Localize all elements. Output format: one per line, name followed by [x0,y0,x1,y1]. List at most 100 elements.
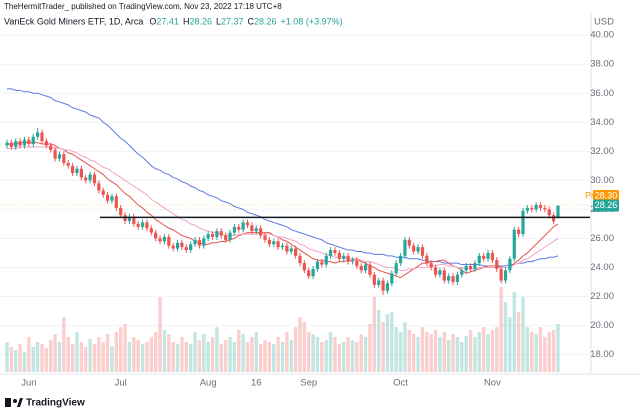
volume-bar [433,330,438,372]
candle-body [482,255,486,259]
candle-body [403,239,407,256]
volume-bar [298,317,302,372]
volume-bar [66,337,70,372]
volume-bar [307,332,311,372]
candle-body [307,270,311,277]
x-tick-label: Oct [393,378,408,389]
volume-bar [215,327,219,372]
candle-body [552,215,556,222]
volume-bar [359,334,363,372]
volume-bar [333,337,337,372]
volume-bar [289,340,293,372]
volume-bar [525,327,530,372]
candle-body [538,205,543,208]
volume-bar [92,344,97,372]
pre-price-box [593,190,619,203]
volume-bar [241,334,245,372]
candle-body [394,263,398,274]
volume-bar [79,342,84,372]
candle-body [254,228,258,232]
volume-bar [355,342,359,372]
volume-bar [180,337,184,372]
y-tick-label: 26.00 [590,233,614,244]
volume-bar [202,334,206,372]
x-tick-label: Aug [200,378,217,389]
candle-body [114,196,118,208]
candle-body [224,235,228,240]
volume-bar [420,327,425,372]
last-price-label: 28.26 [595,200,618,210]
volume-bar [136,340,140,372]
volume-bar [49,340,53,372]
candle-body [132,216,136,224]
volume-bar [473,337,477,372]
candle-body [495,260,499,269]
candle-body [333,250,337,253]
candle-body [420,247,425,256]
candle-body [110,196,114,201]
volume-bar [315,337,320,372]
candle-body [5,142,9,146]
candle-body [180,242,184,248]
candle-body [464,266,468,271]
volume-bar [5,342,9,372]
candle-body [468,266,473,269]
candle-body [127,216,132,222]
candle-body [219,231,223,236]
volume-bar [206,342,210,372]
candle-body [556,205,560,218]
volume-bar [381,322,385,372]
last-price-box [593,199,619,212]
y-tick-label: 22.00 [590,291,614,302]
candle-body [512,229,516,259]
volume-bar [403,322,407,372]
y-tick-label: 20.00 [590,320,614,331]
candle-body [158,238,162,242]
candle-body [31,136,35,145]
candle-body [499,268,503,281]
volume-bar [44,348,49,372]
volume-bar [232,342,237,372]
candle-body [14,141,18,147]
candle-body [346,255,350,262]
candle-body [140,222,145,227]
volume-bar [14,350,18,372]
logo-part [17,398,23,407]
ohlc-value: 27.41 [156,16,179,26]
candle-body [263,235,267,240]
volume-bar [342,342,346,372]
candle-body [237,226,241,230]
candle-body [381,280,385,291]
volume-bar [254,332,258,372]
candle-body [136,223,140,227]
candle-body [228,232,232,240]
candle-body [473,263,477,269]
volume-bar [530,332,534,372]
y-tick-label: 36.00 [590,88,614,99]
candle-body [525,207,529,211]
volume-bar [512,292,516,372]
candle-body [197,239,202,246]
candle-body [350,260,355,262]
pre-price-label: 28.30 [595,190,618,200]
volume-bar [499,287,503,372]
volume-bar [114,332,119,372]
candle-body [44,141,48,146]
y-tick-label: 24.00 [590,262,614,273]
candle-body [272,241,276,245]
ohlc-key: C [248,16,255,26]
candle-body [289,248,293,252]
volume-bar [280,342,285,372]
candle-body [267,239,271,245]
candle-body [355,260,359,267]
candle-body [18,141,22,146]
candle-body [88,174,92,181]
volume-bar [70,344,75,372]
volume-bar [394,327,398,372]
candle-body [9,142,13,147]
volume-bar [171,342,175,372]
footer: TradingView [26,398,85,409]
ohlc-value: 28.26 [189,16,212,26]
candle-body [385,283,390,291]
volume-bar [508,317,512,372]
